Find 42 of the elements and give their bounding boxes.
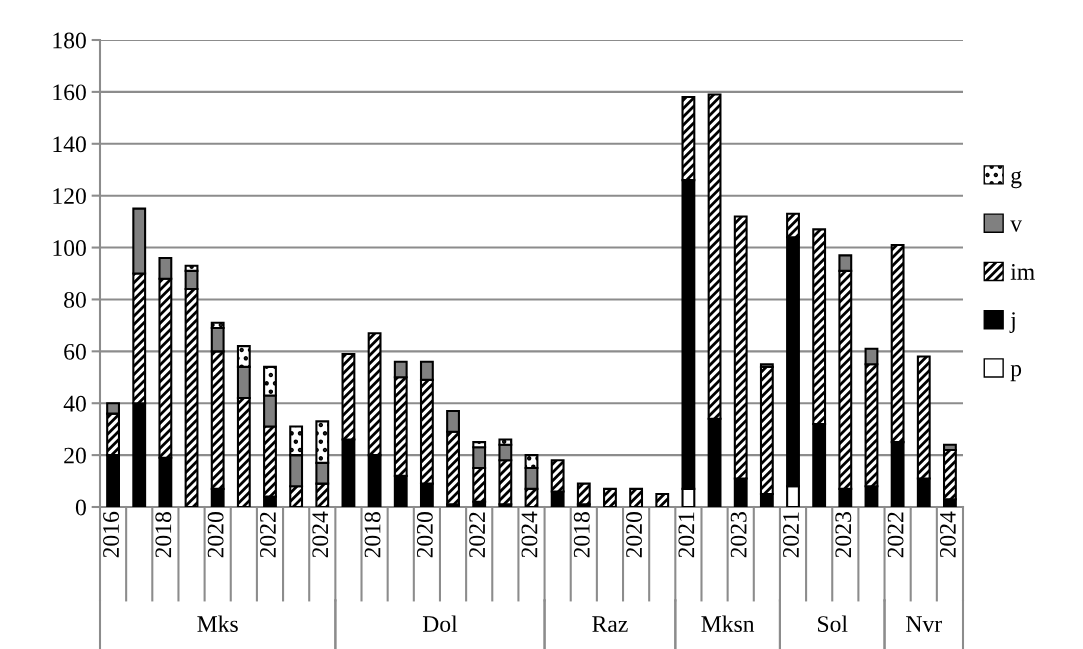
x-tick-label: 2021	[678, 512, 695, 558]
y-tick-label: 180	[53, 32, 86, 49]
text: Mks	[197, 615, 238, 632]
bar	[629, 487, 644, 507]
text: Dol	[422, 615, 458, 632]
bar	[655, 492, 670, 507]
x-tick-label: 2020	[416, 512, 433, 558]
x-tick-label: 2024	[312, 511, 329, 558]
y-tick-label: 40	[63, 395, 86, 412]
x-tick-label: 2018	[364, 512, 381, 558]
legend-label: p	[1010, 364, 1022, 382]
y-tick-label: 160	[53, 84, 86, 101]
x-tick-label: 2024	[939, 511, 956, 558]
text: Raz	[592, 616, 628, 632]
x-tick-label: 2023	[835, 512, 852, 558]
text: Mksn	[701, 615, 755, 632]
legend-label: j	[1009, 312, 1015, 333]
x-tick-label: 2020	[207, 512, 224, 558]
x-tick-label: 2018	[573, 512, 590, 558]
x-tick-label: 2020	[626, 512, 643, 558]
x-tick-label: 2023	[730, 512, 747, 558]
legend-label: g	[1011, 170, 1022, 189]
x-tick-label: 2024	[521, 511, 538, 558]
x-tick-label: 2022	[469, 512, 486, 558]
y-tick-label: 80	[64, 291, 86, 308]
bar	[576, 482, 591, 506]
x-tick-label: 2022	[887, 512, 904, 558]
legend-label: v	[1010, 220, 1023, 232]
y-tick-label: 100	[53, 240, 86, 256]
y-tick-label: 60	[64, 343, 86, 360]
x-tick-label: 2021	[782, 512, 799, 558]
y-tick-label: 20	[64, 447, 86, 464]
y-tick-label: 140	[53, 136, 86, 153]
x-tick-label: 2022	[259, 512, 276, 558]
y-tick-label: 0	[75, 499, 86, 516]
bar	[603, 487, 617, 507]
legend-label: im	[1010, 264, 1035, 280]
text: Sol	[818, 615, 848, 632]
x-tick-label: 2018	[155, 512, 172, 558]
y-tick-label: 120	[53, 188, 86, 205]
x-tick-label: 2016	[103, 511, 119, 558]
text: Nvr	[906, 616, 942, 632]
